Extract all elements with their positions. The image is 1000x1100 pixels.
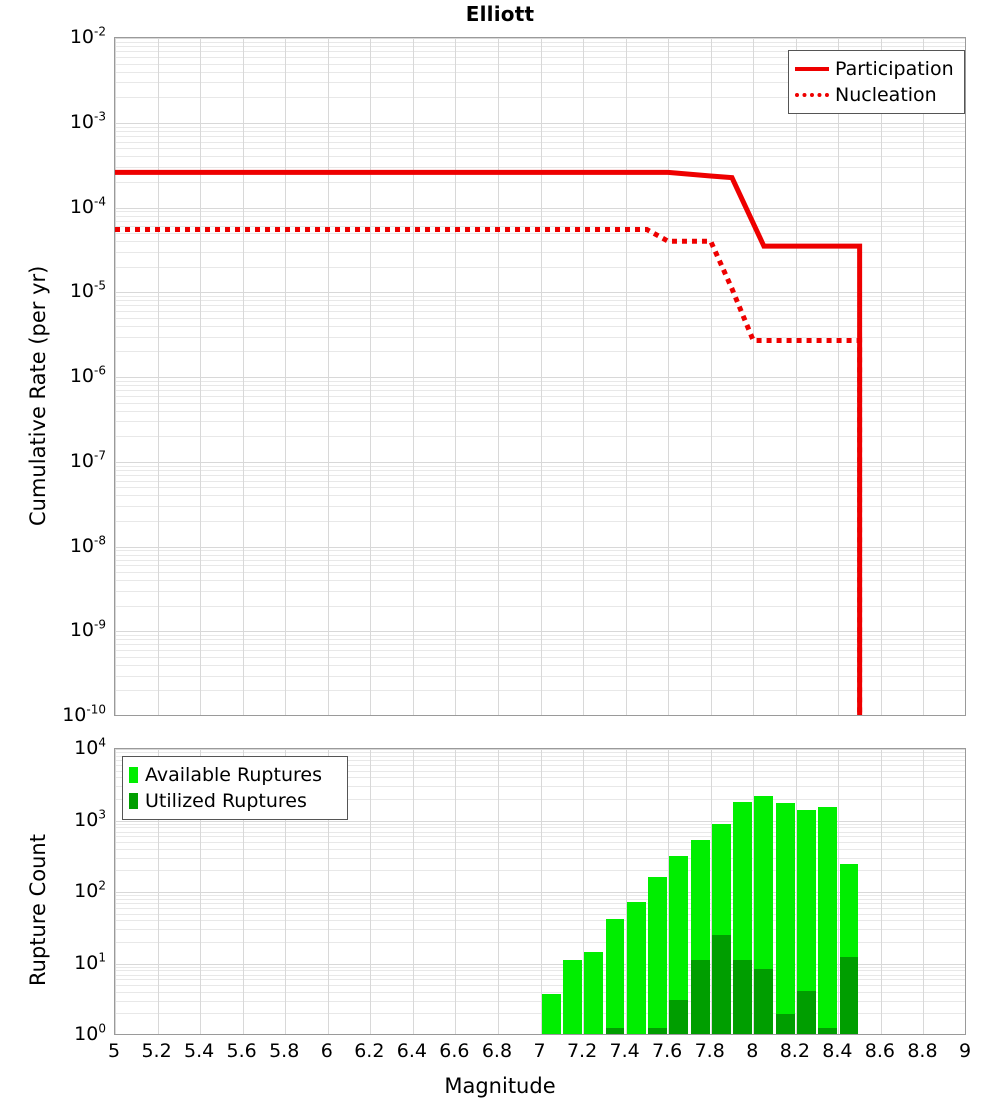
x-tick-label: 7.2 (566, 1040, 598, 1062)
x-tick-label: 8.8 (907, 1040, 938, 1062)
x-tick-label: 6.6 (439, 1040, 470, 1062)
utilized-ruptures-bar (754, 969, 774, 1034)
available-ruptures-bar (818, 806, 838, 1034)
legend-label-participation: Participation (835, 58, 954, 80)
y-tick-label: 101 (74, 950, 106, 974)
legend-item-nucleation[interactable]: Nucleation (795, 82, 956, 108)
x-tick-label: 5.2 (141, 1040, 172, 1062)
utilized-ruptures-bar (839, 956, 859, 1034)
available-ruptures-bar (797, 810, 816, 1034)
bar-legend: Available Ruptures Utilized Ruptures (122, 756, 348, 820)
available-ruptures-bar (669, 855, 689, 1034)
rupture-count-bars (115, 749, 965, 1034)
y-tick-label: 104 (74, 735, 106, 759)
curve-nucleation (115, 227, 863, 715)
y-tick-label: 10-3 (69, 109, 106, 133)
bar-group[interactable] (775, 749, 795, 1034)
bar-group[interactable] (711, 749, 731, 1034)
top-y-axis-label: Cumulative Rate (per yr) (26, 265, 50, 526)
available-ruptures-bar (626, 902, 646, 1034)
bar-group[interactable] (754, 749, 774, 1034)
y-tick-label: 103 (74, 807, 106, 831)
x-tick-label: 7.8 (694, 1040, 725, 1062)
bottom-gridlines (115, 749, 965, 1034)
utilized-ruptures-bar (711, 935, 731, 1034)
utilized-ruptures-bar (669, 999, 689, 1034)
y-tick-label: 100 (74, 1021, 106, 1045)
nucleation-line-swatch-icon (795, 93, 829, 97)
bar-group[interactable] (648, 749, 667, 1034)
x-tick-label: 7.6 (652, 1040, 683, 1062)
y-tick-label: 10-6 (69, 363, 106, 387)
x-tick-label: 8.4 (822, 1040, 853, 1062)
bar-group[interactable] (605, 749, 625, 1034)
utilized-ruptures-swatch-icon (129, 793, 138, 809)
bar-group[interactable] (690, 749, 710, 1034)
x-tick-label: 8.2 (779, 1040, 810, 1062)
x-tick-label: 6.8 (481, 1040, 513, 1062)
y-tick-label: 10-10 (62, 702, 106, 726)
legend-item-participation[interactable]: Participation (795, 56, 956, 82)
legend-label-available-ruptures: Available Ruptures (145, 764, 322, 786)
bar-group[interactable] (839, 749, 859, 1034)
y-tick-label: 10-8 (69, 533, 106, 557)
x-tick-label: 5.4 (183, 1040, 215, 1062)
top-gridlines (115, 38, 965, 715)
utilized-ruptures-bar (648, 1028, 667, 1034)
x-tick-label: 5.6 (226, 1040, 257, 1062)
y-tick-label: 10-2 (69, 24, 106, 48)
x-tick-label: 6.4 (396, 1040, 427, 1062)
page-title: Elliott (465, 2, 535, 26)
cumulative-rate-panel (114, 37, 966, 716)
y-tick-label: 10-4 (69, 194, 106, 218)
y-tick-label: 10-9 (69, 617, 106, 642)
legend-item-available-ruptures[interactable]: Available Ruptures (129, 762, 339, 788)
y-tick-label: 10-7 (69, 448, 106, 472)
available-ruptures-bar (541, 994, 561, 1034)
bar-group[interactable] (626, 749, 646, 1034)
available-ruptures-bar (648, 877, 667, 1034)
available-ruptures-bar (775, 803, 795, 1034)
bar-group[interactable] (733, 749, 753, 1034)
x-tick-label: 7.4 (609, 1040, 640, 1062)
curve-participation (115, 169, 863, 715)
x-tick-label: 7 (533, 1040, 546, 1062)
rupture-count-panel (114, 748, 966, 1035)
bar-group[interactable] (797, 749, 816, 1034)
available-ruptures-bar (605, 919, 625, 1034)
bar-group[interactable] (818, 749, 838, 1034)
utilized-ruptures-bar (797, 990, 816, 1034)
utilized-ruptures-bar (775, 1014, 795, 1034)
x-tick-label: 5.8 (269, 1040, 300, 1062)
legend-label-nucleation: Nucleation (835, 84, 937, 106)
available-ruptures-bar (584, 952, 604, 1034)
bar-group[interactable] (584, 749, 604, 1034)
legend-item-utilized-ruptures[interactable]: Utilized Ruptures (129, 788, 339, 814)
bar-group[interactable] (669, 749, 689, 1034)
utilized-ruptures-bar (818, 1028, 838, 1034)
participation-line-swatch-icon (795, 67, 829, 71)
x-tick-label: 9 (958, 1040, 972, 1062)
x-tick-label: 6.2 (354, 1040, 385, 1062)
bar-group[interactable] (562, 749, 582, 1034)
utilized-ruptures-bar (690, 959, 710, 1034)
utilized-ruptures-bar (733, 959, 753, 1034)
bar-group[interactable] (541, 749, 561, 1034)
available-ruptures-swatch-icon (129, 767, 138, 783)
curve-legend: Participation Nucleation (788, 50, 965, 114)
bottom-y-axis-label: Rupture Count (26, 834, 50, 986)
y-tick-label: 102 (74, 878, 106, 902)
utilized-ruptures-bar (605, 1028, 625, 1034)
available-ruptures-bar (562, 959, 582, 1034)
x-axis-label: Magnitude (444, 1074, 556, 1098)
x-tick-label: 8.6 (864, 1040, 895, 1062)
y-tick-label: 10-5 (69, 278, 106, 303)
x-tick-label: 5 (107, 1040, 121, 1062)
legend-label-utilized-ruptures: Utilized Ruptures (145, 790, 307, 812)
x-tick-label: 6 (320, 1040, 333, 1062)
x-tick-label: 8 (746, 1040, 759, 1062)
rate-curves (115, 169, 863, 715)
